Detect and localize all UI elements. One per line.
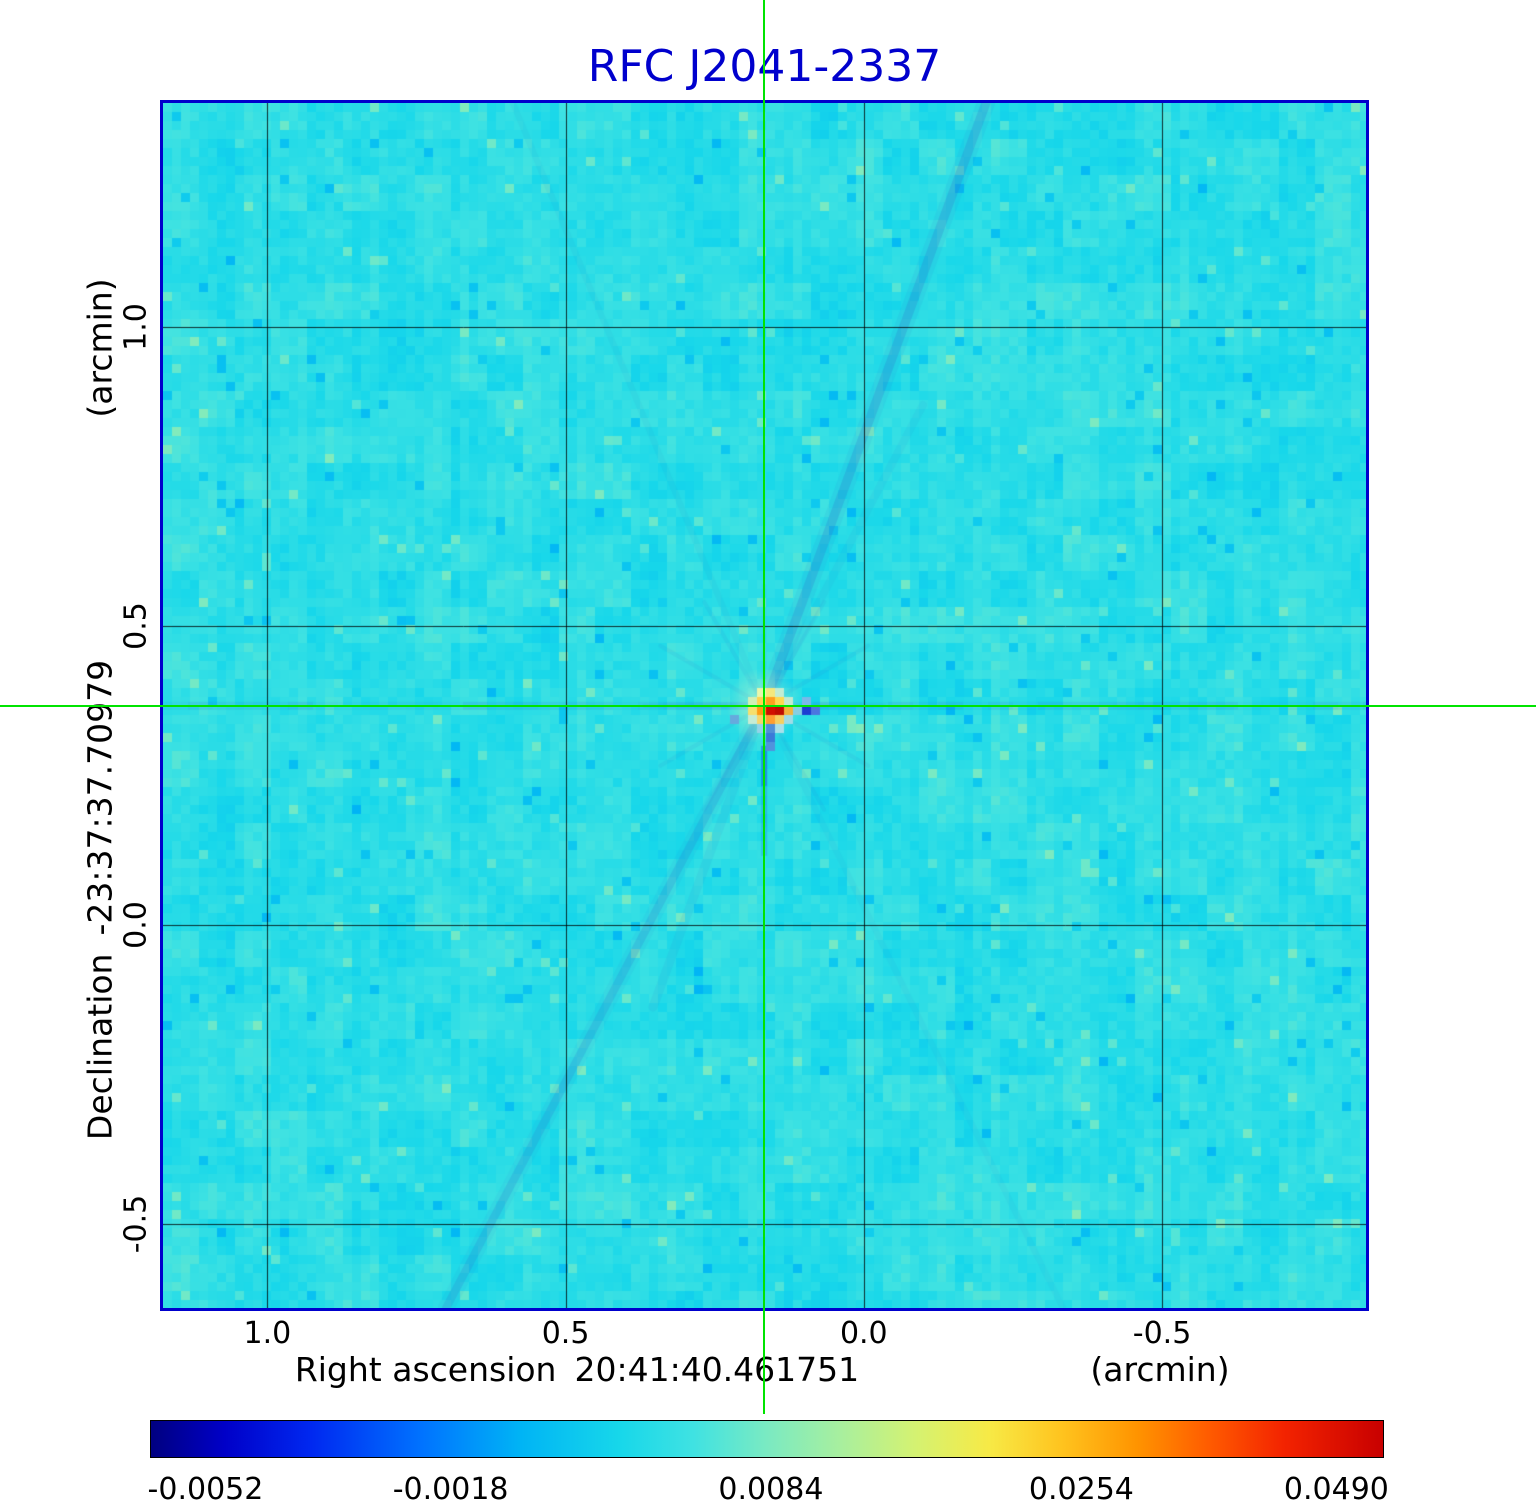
y-axis-unit-label: (arcmin) — [80, 278, 120, 418]
y-axis-coordinate: -23:37:37.70979 — [80, 659, 120, 936]
plot-title: RFC J2041-2337 — [587, 41, 942, 92]
y-tick-label: 1.0 — [118, 303, 154, 352]
x-tick-label: 1.0 — [243, 1316, 292, 1351]
y-tick-label: 0.5 — [118, 602, 154, 651]
x-axis-label: Right ascension 20:41:40.461751 — [295, 1350, 859, 1389]
x-tick-label: 0.5 — [541, 1316, 590, 1351]
radio-map-image — [160, 100, 1369, 1311]
x-tick-label: -0.5 — [1132, 1316, 1192, 1351]
y-axis-label-text: Declination — [80, 953, 120, 1141]
x-axis-coordinate: 20:41:40.461751 — [574, 1350, 860, 1389]
x-tick-label: 0.0 — [839, 1316, 888, 1351]
colorbar-tick-label: 0.0084 — [718, 1472, 824, 1507]
colorbar-tick-label: 0.0490 — [1283, 1472, 1389, 1507]
y-axis-label: Declination -23:37:37.70979 — [81, 660, 120, 1140]
x-axis-unit-label: (arcmin) — [1090, 1350, 1230, 1389]
colorbar-tick-label: -0.0018 — [392, 1472, 509, 1507]
y-tick-label: 0.0 — [118, 901, 154, 950]
colorbar-tick-label: 0.0254 — [1028, 1472, 1134, 1507]
x-axis-label-text: Right ascension — [294, 1350, 557, 1389]
colorbar — [150, 1420, 1384, 1458]
colorbar-tick-label: -0.0052 — [147, 1472, 264, 1507]
y-tick-label: -0.5 — [118, 1194, 154, 1254]
